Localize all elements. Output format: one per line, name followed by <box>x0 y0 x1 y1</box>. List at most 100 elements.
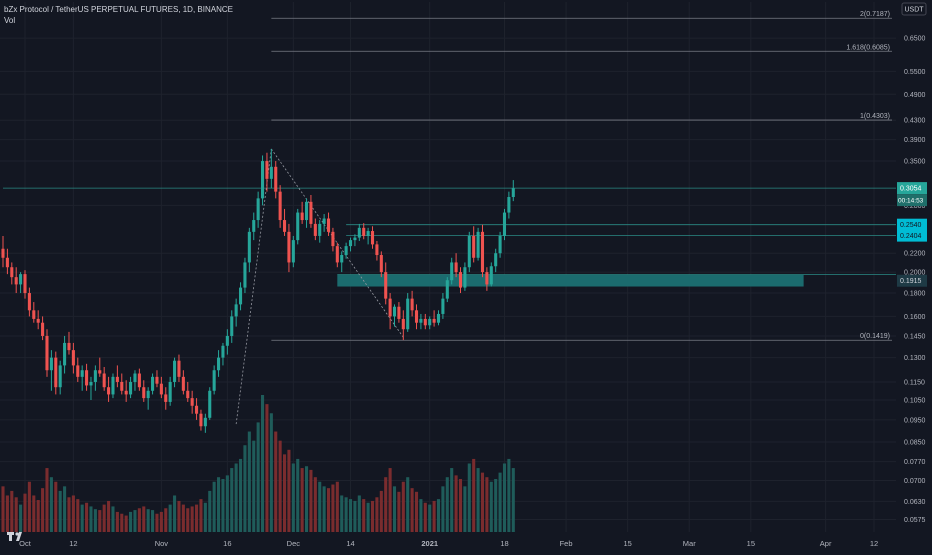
volume-bar <box>49 477 53 532</box>
candle <box>498 231 502 258</box>
candle <box>428 316 432 330</box>
volume-bar <box>199 499 203 532</box>
volume-bar <box>445 477 449 532</box>
candle-body <box>304 201 309 221</box>
candle-body <box>331 231 335 247</box>
candle-body <box>199 413 203 427</box>
candle <box>212 365 216 395</box>
candle <box>199 409 203 431</box>
candle <box>458 267 463 294</box>
candle <box>392 304 397 327</box>
candle <box>32 302 36 323</box>
candle <box>67 331 71 355</box>
volume-bar <box>14 497 18 532</box>
symbol-title[interactable]: bZx Protocol / TetherUS PERPETUAL FUTURE… <box>4 5 233 14</box>
time-tick-label: 15 <box>623 539 631 548</box>
candle-body <box>63 342 67 366</box>
candle-body <box>221 345 225 358</box>
volume-bar <box>27 481 31 532</box>
candle-body <box>54 357 58 388</box>
candle-body <box>137 373 141 388</box>
volume-bar <box>397 491 401 532</box>
candle-body <box>480 231 485 273</box>
tradingview-logo-icon[interactable] <box>6 526 26 546</box>
volume-bar <box>287 449 291 532</box>
candle-body <box>234 304 238 317</box>
candle-body <box>14 277 18 285</box>
candle-body <box>326 218 331 232</box>
countdown-label: 00:14:53 <box>898 198 924 205</box>
candle-body <box>428 318 432 326</box>
candle <box>502 208 507 241</box>
price-tick-label: 0.0575 <box>904 517 926 524</box>
candle-body <box>348 240 353 247</box>
candle-body <box>274 166 278 192</box>
volume-label[interactable]: Vol <box>4 16 16 25</box>
candle-body <box>133 373 137 382</box>
candle <box>89 376 93 401</box>
time-tick-label: Oct <box>19 539 32 548</box>
candle <box>129 376 133 399</box>
candle <box>362 223 366 240</box>
candle-body <box>27 293 31 311</box>
volume-bar <box>414 491 419 532</box>
candle-body <box>340 255 344 263</box>
candle <box>120 373 124 395</box>
candle-body <box>102 373 106 388</box>
fib-level-label: 2(0.7187) <box>860 11 890 18</box>
candle <box>41 316 45 341</box>
volume-bar <box>441 486 445 532</box>
candle-body <box>467 235 471 268</box>
volume-bar <box>335 481 339 532</box>
candle <box>45 329 49 377</box>
candle <box>10 262 14 285</box>
fibonacci-levels: 2(0.7187) 1.618(0.6085) 1(0.4303) 0(0.1419) <box>271 11 892 341</box>
candle-body <box>120 381 124 391</box>
fib-level-label: 0(0.1419) <box>860 333 890 340</box>
candle <box>80 365 84 391</box>
price-tick-label: 0.2000 <box>904 270 926 277</box>
volume-bar <box>146 509 150 532</box>
time-tick-label: Feb <box>560 539 573 548</box>
volume-bar <box>428 504 432 532</box>
candle <box>111 373 115 399</box>
time-tick-label: 14 <box>346 539 354 548</box>
volume-bar <box>291 463 295 532</box>
volume-bar <box>313 477 317 532</box>
candle-body <box>32 310 36 319</box>
volume-bar <box>282 454 287 532</box>
candle-body <box>217 357 221 371</box>
candle <box>107 376 111 402</box>
candle <box>137 368 141 391</box>
candle <box>472 226 476 263</box>
candle-body <box>410 298 414 311</box>
last-price-label: 0.3054 <box>900 186 922 193</box>
candle <box>1 235 5 268</box>
volume-bar <box>186 508 190 532</box>
volume-bar <box>120 513 124 532</box>
volume-bar <box>247 431 251 532</box>
candle-body <box>353 237 357 241</box>
candle-body <box>19 274 23 285</box>
price-tick-label: 0.5500 <box>904 69 926 76</box>
candle-body <box>89 381 93 386</box>
candle-body <box>5 257 9 268</box>
candle-body <box>282 220 287 232</box>
candle-body <box>212 370 216 391</box>
candle-body <box>454 262 458 273</box>
candle-body <box>58 365 62 388</box>
candle-body <box>98 370 102 374</box>
candle <box>318 220 322 243</box>
candle <box>115 365 119 388</box>
candle-body <box>436 313 441 323</box>
candle-body <box>335 246 339 263</box>
candle-body <box>472 235 476 258</box>
volume-bar <box>19 504 23 532</box>
candle <box>177 354 181 382</box>
candle-body <box>208 390 212 418</box>
candle <box>304 198 309 228</box>
price-tick-label: 0.1150 <box>904 379 925 386</box>
candle <box>63 335 67 374</box>
